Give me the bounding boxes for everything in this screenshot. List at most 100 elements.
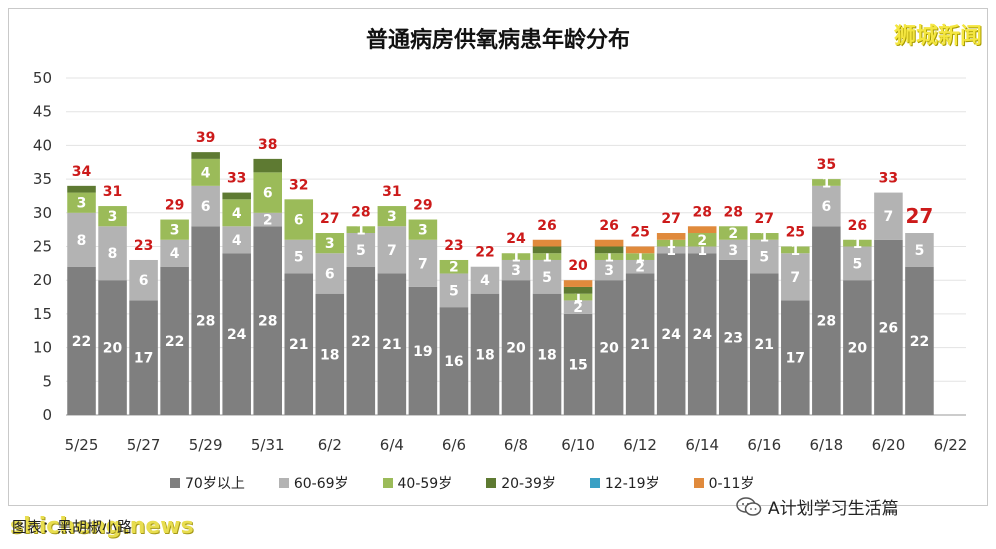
segment-value-label: 20 [599,341,619,357]
segment-value-label: 5 [542,270,552,286]
legend-label: 0-11岁 [708,476,755,492]
bar-segment [501,253,531,260]
x-tick-label: 5/27 [127,436,161,454]
bar-segment [750,239,779,274]
bar-segment [129,259,158,301]
segment-value-label: 4 [232,206,242,222]
x-tick-label: 6/8 [504,436,528,454]
segment-value-label: 22 [72,334,91,350]
chart-credit: 图表：黑胡椒小路 [12,518,133,536]
total-value-label: 23 [134,238,153,254]
bar-segment [67,266,96,415]
y-tick-label: 15 [33,305,52,323]
segment-value-label: 3 [325,236,335,252]
segment-value-label: 20 [848,341,868,357]
total-value-label: 31 [382,184,401,200]
segment-value-label: 4 [201,165,211,181]
bar-segment [687,226,717,234]
segment-value-label: 22 [910,334,929,350]
segment-value-label: 7 [418,256,428,272]
segment-value-label: 17 [786,351,805,367]
total-value-label: 33 [879,171,898,187]
segment-value-label: 1 [697,243,707,259]
bar-segment [377,206,407,227]
segment-value-label: 5 [759,250,769,266]
segment-value-label: 2 [573,300,583,316]
x-tick-label: 6/22 [934,436,968,454]
segment-value-label: 18 [475,347,494,363]
site-watermark: shicheng.news [10,514,194,539]
legend-label: 20-39岁 [501,476,556,492]
bar-segment [563,313,593,415]
segment-value-label: 6 [325,266,335,282]
bar-segment [843,239,872,247]
bar-segment [408,239,438,287]
segment-value-label: 5 [853,256,863,272]
segment-value-label: 20 [506,341,526,357]
bar-segment [253,226,282,415]
segment-value-label: 7 [790,270,800,286]
segment-value-label: 1 [542,250,552,266]
total-value-label: 32 [289,177,308,193]
bar-segment [594,259,624,281]
total-value-label: 26 [599,218,618,234]
segment-value-label: 23 [723,330,742,346]
wechat-account-name: A计划学习生活篇 [768,499,899,519]
total-value-label: 26 [537,218,556,234]
segment-value-label: 3 [728,243,738,259]
segment-value-label: 28 [196,314,215,330]
bar-segment [625,246,655,254]
segment-value-label: 5 [356,243,366,259]
segment-value-label: 3 [418,223,428,239]
bar-segment [98,206,127,227]
segment-value-label: 2 [263,213,273,229]
legend-item: 60-69岁 [278,473,349,493]
bar-segment [67,192,96,213]
segment-value-label: 3 [387,209,397,225]
bar-segment [563,286,593,294]
bar-segment [656,233,686,240]
segment-value-label: 1 [511,250,521,266]
bar-segment [563,300,593,314]
legend-item: 0-11岁 [693,473,755,493]
x-tick-label: 6/4 [380,436,404,454]
segment-value-label: 5 [449,283,459,299]
bar-segment [408,219,438,240]
bar-segment [222,192,251,200]
bar-segment [874,192,903,240]
bar-segment [781,253,810,301]
bar-segment [718,239,748,260]
y-tick-label: 30 [33,204,52,222]
total-value-label: 20 [568,258,588,274]
y-tick-label: 10 [33,339,52,357]
bar-segment [98,226,127,281]
segment-value-label: 8 [77,233,87,249]
bar-segment [812,185,841,227]
segment-value-label: 22 [351,334,370,350]
total-value-label: 35 [817,157,836,173]
legend-item: 70岁以上 [170,473,245,493]
legend-swatch [278,478,289,488]
bar-segment [718,226,748,240]
chart-legend: 70岁以上 60-69岁 40-59岁 20-39岁 12-19岁 0-11岁 [170,473,754,493]
bar-segment [843,246,872,281]
bar-segment [315,293,345,415]
bar-segment [377,226,407,274]
legend-swatch [486,478,497,488]
segment-value-label: 6 [139,273,149,289]
segment-value-label: 7 [884,209,894,225]
bar-segment [532,253,562,260]
segment-value-label: 4 [232,233,242,249]
bar-segment [532,239,562,247]
y-tick-label: 20 [33,271,52,289]
segment-value-label: 3 [604,263,614,279]
segment-value-label: 8 [108,246,118,262]
bar-segment [532,246,562,254]
segment-value-label: 2 [635,260,645,276]
y-tick-label: 0 [42,406,52,424]
segment-value-label: 6 [821,199,831,215]
bar-segment [315,253,345,294]
segment-value-label: 16 [444,354,463,370]
total-value-label: 27 [755,211,774,227]
